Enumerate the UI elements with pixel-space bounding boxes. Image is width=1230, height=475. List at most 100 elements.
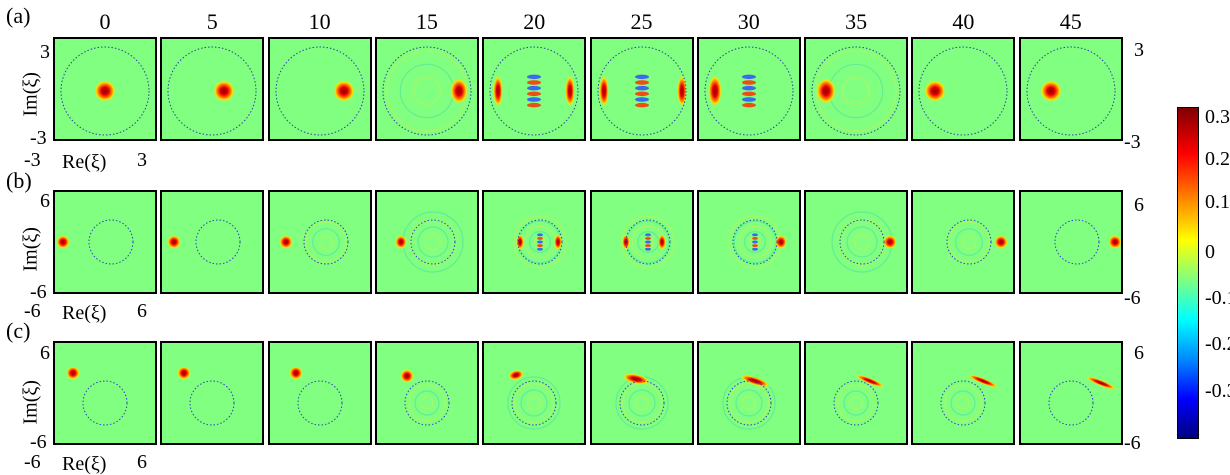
wavepacket-peak — [816, 78, 837, 104]
frame-label: 35 — [845, 9, 868, 34]
interference-ring — [849, 396, 863, 410]
frame-label: 45 — [1059, 9, 1082, 34]
panel-b-30 — [696, 190, 801, 294]
interference-ring — [728, 382, 769, 424]
fringe — [634, 97, 649, 102]
wavepacket-peak — [1039, 80, 1062, 102]
row-a-ylabel: Im(ξ) — [19, 72, 42, 117]
interference-ring — [311, 228, 340, 256]
wavepacket-peak — [177, 366, 192, 380]
panel-background — [162, 39, 263, 139]
interference-ring — [743, 230, 766, 253]
colorbar-tick: 0.3 — [1205, 106, 1230, 128]
panel-background — [1020, 39, 1121, 139]
fringe — [741, 97, 756, 102]
panel-a-10 — [267, 37, 372, 141]
wavepacket-peak — [774, 235, 787, 249]
row-b-xleft: -6 — [24, 300, 41, 322]
fringe — [751, 244, 758, 248]
fringe — [751, 240, 758, 244]
row-b-right-bottom: -6 — [1124, 287, 1141, 309]
wavepacket-peak — [883, 235, 898, 249]
boundary-circle — [833, 380, 879, 426]
interference-ring — [944, 384, 982, 422]
wavepacket-peak — [598, 75, 609, 107]
fringe — [644, 247, 651, 251]
panel-a-40 — [911, 37, 1016, 141]
fringe — [741, 74, 756, 80]
row-c-ybottom: -6 — [30, 431, 47, 453]
interference-ring — [843, 390, 869, 416]
wavepacket-peak — [924, 80, 947, 102]
wavepacket-peak — [967, 374, 1000, 388]
colorbar-tick: -0.2 — [1205, 333, 1230, 355]
wavepacket-peak — [657, 234, 666, 250]
interference-ring — [846, 226, 878, 258]
row-a-xright: 3 — [137, 149, 147, 171]
row-b-xlabel: Re(ξ) — [62, 302, 107, 324]
row-b-ybottom: -6 — [30, 281, 47, 303]
row-a-right-top: 3 — [1134, 39, 1144, 61]
interference-ring — [738, 225, 771, 259]
wavepacket-peak — [394, 235, 407, 249]
row-a-label: (a) — [6, 3, 31, 28]
boundary-circle — [511, 380, 557, 426]
boundary-circle — [404, 380, 450, 426]
wavepacket-peak — [399, 369, 414, 383]
panel-background — [1020, 343, 1121, 443]
boundary-circle — [275, 46, 365, 136]
panel-a-45 — [1018, 37, 1123, 141]
interference-ring — [627, 389, 656, 417]
colorbar-tick: -0.3 — [1205, 380, 1230, 402]
fringe — [634, 102, 649, 108]
fringe — [537, 233, 544, 237]
wavepacket-peak — [554, 234, 563, 250]
frame-label: 0 — [99, 9, 111, 34]
panel-b-25 — [589, 190, 694, 294]
panel-a-35 — [804, 37, 909, 141]
fringe — [527, 80, 542, 85]
panel-c-10 — [267, 341, 372, 445]
boundary-circle — [382, 46, 472, 136]
fringe — [537, 244, 544, 248]
panel-a-5 — [160, 37, 265, 141]
frame-label: 15 — [415, 9, 438, 34]
interference-ring — [735, 389, 763, 417]
wavepacket-peak — [621, 234, 630, 250]
panel-background — [1020, 192, 1121, 292]
panel-background — [484, 192, 585, 292]
boundary-circle — [918, 46, 1008, 136]
interference-ring — [741, 395, 756, 411]
fringe — [527, 85, 542, 91]
fringe — [644, 236, 651, 240]
row-c-xleft: -6 — [24, 451, 41, 473]
fringe — [537, 236, 544, 240]
fringe — [634, 80, 649, 85]
fringe — [751, 236, 758, 240]
panel-background — [269, 39, 370, 139]
interference-ring — [514, 382, 555, 424]
boundary-circle — [517, 219, 563, 265]
boundary-circle — [1048, 380, 1094, 426]
boundary-circle — [297, 380, 343, 426]
panel-b-0 — [53, 190, 157, 294]
interference-ring — [417, 226, 449, 258]
wavepacket-peak — [994, 235, 1009, 249]
wavepacket-peak — [508, 369, 525, 381]
colorbar-tick: -0.1 — [1205, 287, 1230, 309]
wavepacket-peak — [167, 235, 182, 249]
panel-b-40 — [911, 190, 1016, 294]
wavepacket-peak — [449, 78, 468, 104]
row-c-xlabel: Re(ξ) — [62, 453, 107, 475]
frame-label: 20 — [523, 9, 546, 34]
wavepacket-peak — [493, 75, 504, 107]
fringe — [537, 247, 544, 251]
panel-c-30 — [696, 341, 801, 445]
wavepacket-peak — [94, 80, 116, 102]
fringe — [527, 102, 542, 108]
boundary-circle — [625, 219, 670, 265]
panel-b-5 — [160, 190, 265, 294]
panel-c-25 — [589, 341, 694, 445]
row-a-ybottom: -3 — [30, 127, 47, 149]
interference-ring — [634, 395, 649, 411]
